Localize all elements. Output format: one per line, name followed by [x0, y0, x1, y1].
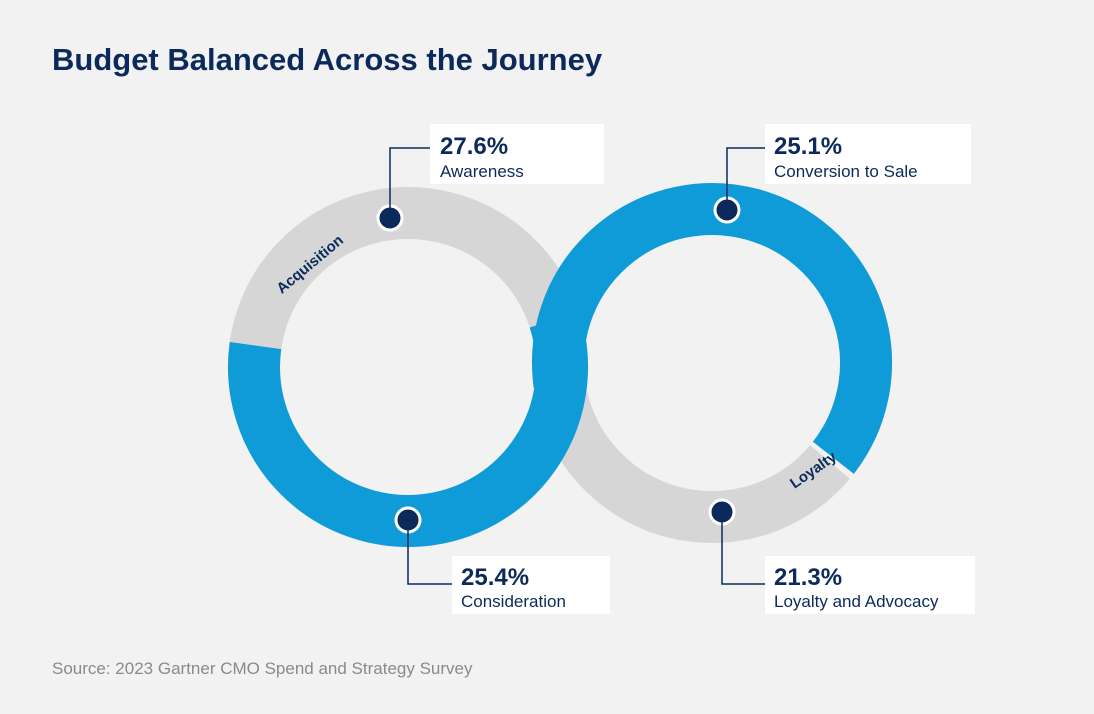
title: Budget Balanced Across the Journey	[52, 42, 603, 77]
stage-value: 25.1%	[774, 133, 842, 160]
stage-label: Conversion to Sale	[774, 162, 918, 181]
stage-label: Loyalty and Advocacy	[774, 592, 939, 611]
stage-value: 21.3%	[774, 564, 842, 591]
callout-line	[726, 147, 765, 210]
label-box	[452, 556, 610, 614]
label-box	[765, 556, 975, 614]
callouts	[389, 147, 765, 585]
ring-arc	[532, 183, 892, 474]
label-boxes	[430, 124, 975, 614]
source: Source: 2023 Gartner CMO Spend and Strat…	[52, 659, 473, 678]
stage-label: Awareness	[440, 162, 524, 181]
stage-label: Consideration	[461, 592, 566, 611]
callout-line	[721, 512, 765, 585]
label-box	[765, 124, 971, 184]
stage-value: 27.6%	[440, 133, 508, 160]
callout-line	[407, 520, 452, 585]
ring-arc	[535, 389, 850, 543]
rings	[228, 183, 892, 547]
stage-value: 25.4%	[461, 564, 529, 591]
callout-line	[389, 147, 430, 218]
label-box	[430, 124, 604, 184]
